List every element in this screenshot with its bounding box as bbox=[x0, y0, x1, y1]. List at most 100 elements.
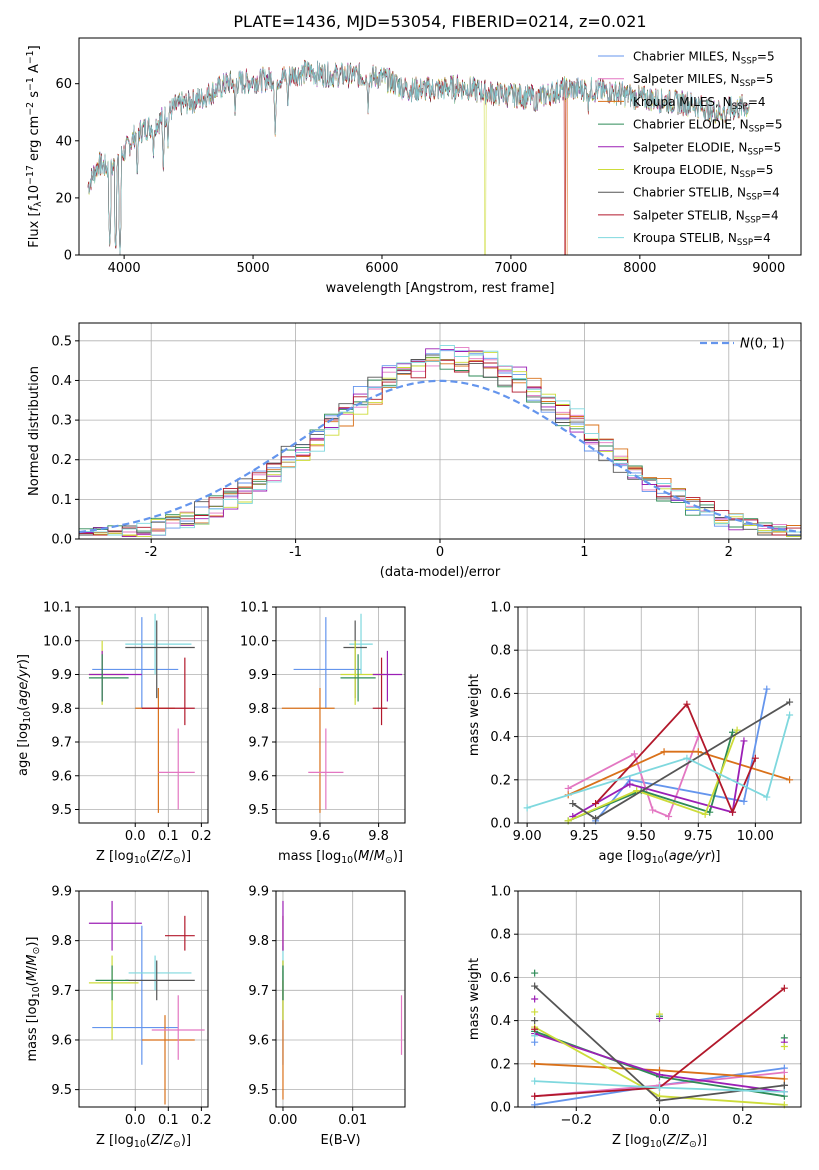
y-tick-label: 10.0 bbox=[43, 634, 72, 649]
y-tick-label: 0.0 bbox=[490, 817, 511, 832]
y-tick-label: 9.8 bbox=[248, 934, 269, 949]
x-tick-label: 9.75 bbox=[684, 829, 713, 844]
massweight-vs-age-frame: 9.00 9.25 9.50 9.75 10.00 0.0 0.2 0.4 0.6 0.8 1.0 a… bbox=[467, 601, 802, 866]
y-tick-label: 0.1 bbox=[51, 493, 72, 508]
age-vs-mass-data bbox=[281, 613, 403, 813]
age-vs-Z-spines bbox=[78, 606, 209, 824]
mass-weight-marker-series-7 bbox=[786, 698, 794, 706]
mass-weight-marker-series-9 bbox=[683, 754, 691, 762]
mass-vs-EBV-x-axis-label: E(B-V) bbox=[320, 1133, 360, 1148]
y-tick-label: 0.0 bbox=[51, 533, 72, 548]
y-tick-label: 40 bbox=[55, 134, 72, 149]
age-vs-Z-frame: 0.0 0.1 0.2 9.5 9.6 9.7 9.8 9.9 10.0 10.1 Z [log10… bbox=[16, 601, 212, 867]
mass-weight-marker-series-2 bbox=[780, 1068, 788, 1076]
mass-weight-marker-series-3 bbox=[780, 1075, 788, 1083]
x-tick-label: 9.00 bbox=[513, 829, 542, 844]
x-tick-label: 0.2 bbox=[191, 829, 212, 844]
y-tick-label: 0.6 bbox=[490, 971, 511, 986]
massweight-vs-Z-x-axis-label: Z [log10(Z/Z⊙)] bbox=[612, 1133, 707, 1150]
mass-weight-marker-series-8 bbox=[592, 800, 600, 808]
age-vs-mass-x-axis-label: mass [log10(M/M⊙)] bbox=[278, 849, 403, 866]
mass-vs-EBV-axes bbox=[276, 890, 405, 1107]
x-tick-label: 10.00 bbox=[737, 829, 774, 844]
mass-vs-Z-data bbox=[88, 900, 205, 1105]
mass-weight-marker-series-3 bbox=[660, 748, 668, 756]
y-tick-label: 1.0 bbox=[490, 601, 511, 616]
mass-weight-marker-series-6 bbox=[701, 810, 709, 818]
stacked-marker bbox=[656, 1010, 663, 1018]
stacked-marker bbox=[531, 995, 539, 1003]
y-tick-label: 0 bbox=[64, 249, 72, 264]
mass-weight-marker-series-4 bbox=[729, 728, 737, 736]
mass-weight-marker-series-1 bbox=[763, 685, 771, 693]
y-tick-label: 0.0 bbox=[490, 1101, 511, 1116]
mass-vs-Z-plot-area bbox=[79, 891, 208, 1107]
x-tick-label: 9.6 bbox=[310, 829, 331, 844]
mass-weight-marker-series-9 bbox=[531, 1077, 539, 1085]
massweight-vs-age-spines bbox=[517, 606, 802, 824]
mass-weight-marker-series-4 bbox=[706, 808, 714, 816]
massweight-vs-age-data bbox=[523, 685, 794, 825]
x-tick-label: 4000 bbox=[108, 261, 141, 276]
mass-weight-marker-series-2 bbox=[564, 784, 572, 792]
y-tick-label: 10.1 bbox=[240, 601, 269, 616]
stacked-marker bbox=[531, 1038, 539, 1046]
mass-vs-EBV-data bbox=[282, 900, 403, 1100]
mass-weight-line-series-5 bbox=[572, 740, 745, 818]
legend-label-series-8: Salpeter STELIB, NSSP=4 bbox=[633, 208, 779, 225]
mass-weight-marker-series-8 bbox=[531, 1092, 539, 1100]
normal-reference-curve bbox=[78, 379, 802, 534]
massweight-vs-age-axes bbox=[518, 606, 801, 824]
y-tick-label: 10.1 bbox=[43, 601, 72, 616]
mass-vs-EBV-frame: 0.00 0.01 9.5 9.6 9.7 9.8 9.9 E(B-V) bbox=[248, 885, 406, 1148]
y-tick-label: 9.9 bbox=[248, 885, 269, 900]
mass-weight-marker-series-9 bbox=[763, 793, 771, 801]
residuals-x-axis-label: (data-model)/error bbox=[380, 565, 501, 580]
mass-weight-marker-series-6 bbox=[633, 787, 641, 795]
mass-vs-EBV-spines bbox=[275, 890, 406, 1108]
y-tick-label: 0.4 bbox=[51, 374, 72, 389]
residuals-y-axis-label: Normed distribution bbox=[27, 366, 42, 496]
spectrum-y-axis-label: Flux [fλ10−17 erg cm−2 s−1 A−1] bbox=[25, 45, 44, 247]
mass-weight-marker-series-7 bbox=[592, 815, 600, 823]
spectrum-frame: 4000 5000 6000 7000 8000 9000 0 20 40 60 wavelengt… bbox=[25, 37, 802, 296]
mass-weight-marker-series-8 bbox=[729, 808, 737, 816]
x-tick-label: 0.1 bbox=[158, 1113, 179, 1128]
y-tick-label: 1.0 bbox=[490, 885, 511, 900]
x-tick-label: 7000 bbox=[494, 261, 527, 276]
mass-weight-marker-series-6 bbox=[733, 726, 741, 734]
massweight-vs-age-y-axis-label: mass weight bbox=[467, 674, 482, 756]
mass-weight-marker-series-8 bbox=[683, 700, 691, 708]
mass-weight-marker-series-5 bbox=[626, 780, 634, 788]
y-tick-label: 60 bbox=[55, 77, 72, 92]
x-tick-label: 0.1 bbox=[158, 829, 179, 844]
massweight-vs-Z-y-axis-label: mass weight bbox=[467, 958, 482, 1040]
mass-vs-Z-frame: 0.0 0.1 0.2 9.5 9.6 9.7 9.8 9.9 Z [log10(Z/Z⊙)] m… bbox=[25, 885, 212, 1151]
y-tick-label: 9.7 bbox=[248, 736, 269, 751]
x-tick-label: 6000 bbox=[365, 261, 398, 276]
mass-vs-EBV-plot-area bbox=[276, 891, 405, 1107]
stacked-marker bbox=[531, 1032, 539, 1040]
age-vs-Z-data bbox=[88, 613, 195, 813]
y-tick-label: 9.6 bbox=[248, 769, 269, 784]
legend-label-series-7: Chabrier STELIB, NSSP=4 bbox=[633, 186, 780, 203]
x-tick-label: 1 bbox=[580, 545, 588, 560]
x-tick-label: 0 bbox=[436, 545, 444, 560]
legend-label-series-4: Chabrier ELODIE, NSSP=5 bbox=[633, 118, 782, 135]
stacked-marker bbox=[531, 1025, 539, 1033]
y-tick-label: 0.2 bbox=[490, 773, 511, 788]
x-tick-label: 9000 bbox=[752, 261, 785, 276]
spectrum-spines bbox=[78, 37, 802, 256]
spectrum-axes bbox=[79, 38, 801, 255]
age-vs-Z-x-axis-label: Z [log10(Z/Z⊙)] bbox=[96, 849, 191, 866]
massweight-vs-age-plot-area bbox=[518, 607, 801, 823]
x-tick-label: 0.0 bbox=[125, 829, 146, 844]
mass-vs-Z-spines bbox=[78, 890, 209, 1108]
histogram-series-4 bbox=[79, 356, 801, 538]
spectrum-line-series-9 bbox=[87, 60, 750, 256]
mass-weight-marker-series-9 bbox=[786, 711, 794, 719]
spectrum-plot-area bbox=[79, 38, 801, 255]
y-tick-label: 9.5 bbox=[248, 1083, 269, 1098]
residuals-frame: -2 -1 0 1 2 0.0 0.1 0.2 0.3 0.4 0.5 (data-model)/er… bbox=[27, 322, 802, 580]
mass-weight-marker-series-9 bbox=[523, 804, 531, 812]
